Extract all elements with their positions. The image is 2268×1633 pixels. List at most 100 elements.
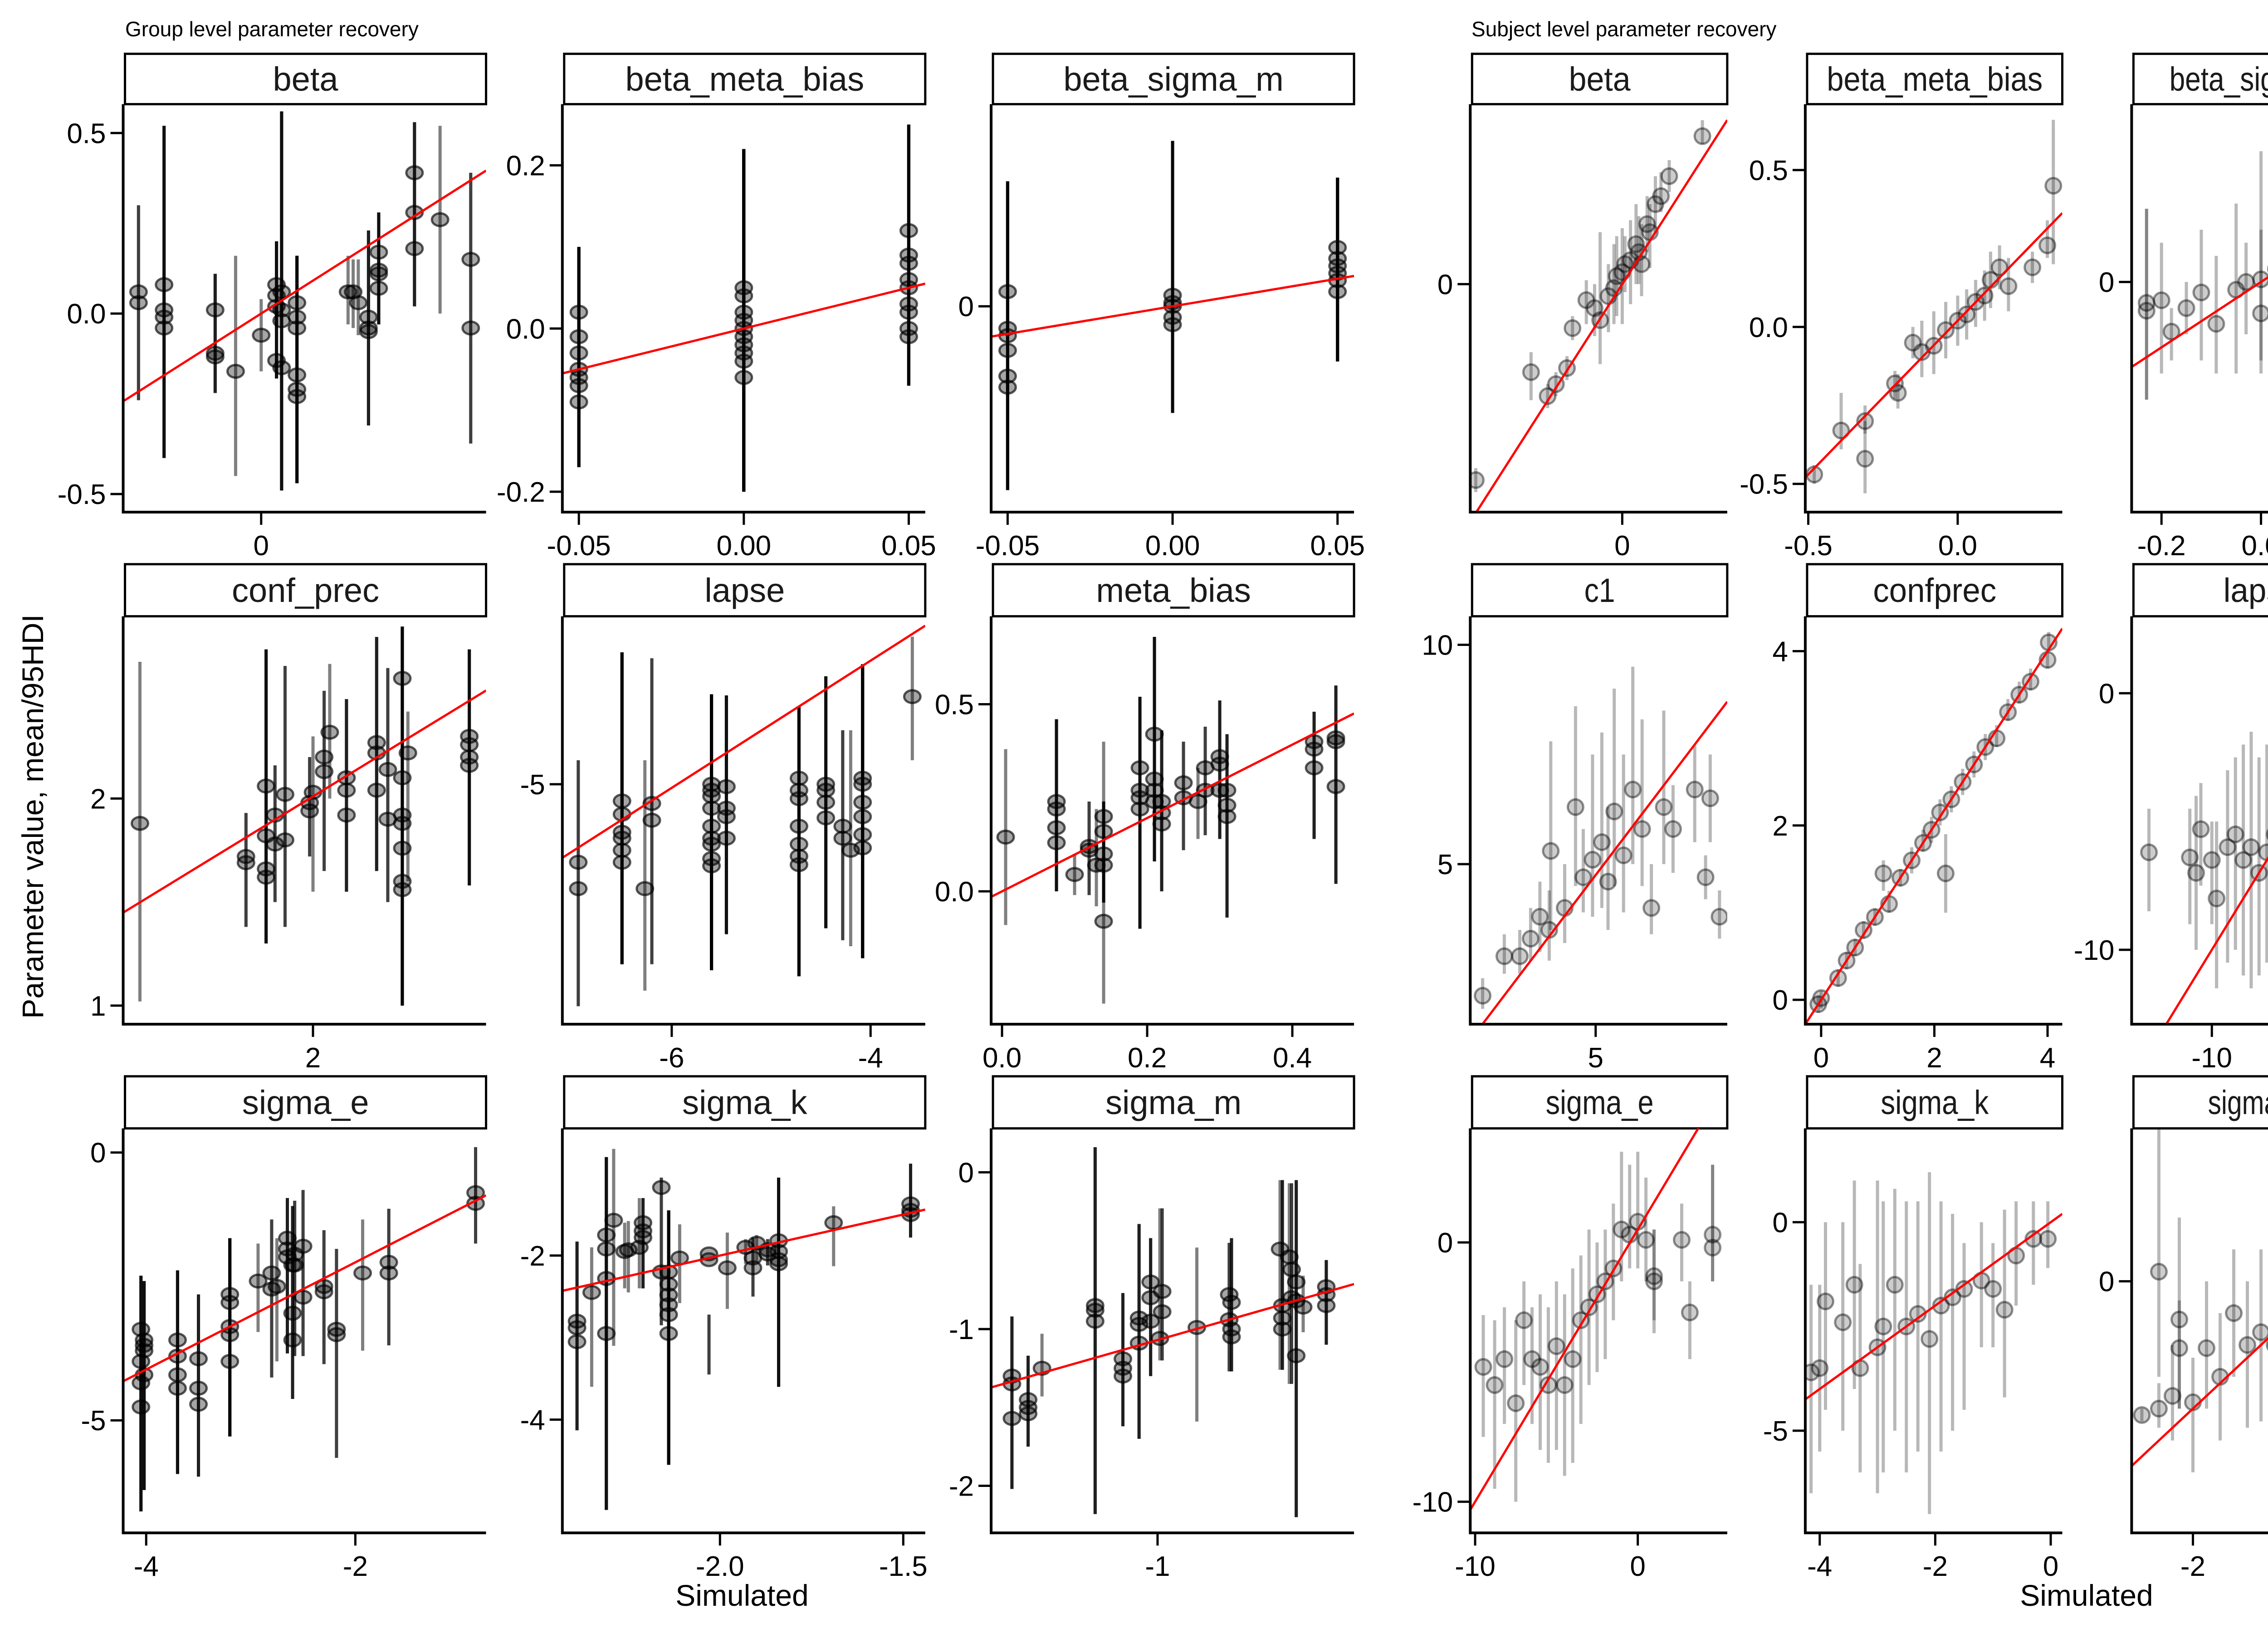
subject-sigma-e-strip bbox=[1471, 1075, 1729, 1130]
data-point bbox=[1921, 1330, 1939, 1348]
data-point bbox=[1886, 374, 1904, 392]
data-point bbox=[1605, 802, 1623, 821]
subject-confprec-strip-label: confprec bbox=[1873, 572, 1996, 609]
data-point bbox=[288, 389, 307, 404]
x-tick-label: 0.0 bbox=[982, 1042, 1022, 1074]
data-point bbox=[853, 840, 872, 856]
data-point bbox=[2252, 1323, 2268, 1341]
subject-level-title: Subject level parameter recovery bbox=[1471, 17, 1776, 41]
subject-sigma-e-strip-label: sigma_e bbox=[1546, 1084, 1654, 1121]
data-point bbox=[1002, 1411, 1022, 1426]
group-beta-meta-bias-panel: beta_meta_bias -0.05 0.00 0.05 -0.2 0.0 0.2 bbox=[497, 53, 936, 562]
data-point bbox=[1019, 1406, 1038, 1422]
x-tick-label: 0 bbox=[2043, 1551, 2058, 1582]
y-tick-label: 0.0 bbox=[506, 313, 545, 345]
data-point bbox=[833, 831, 852, 846]
y-axis-title: Parameter value, mean/95HDI bbox=[16, 614, 49, 1018]
data-point bbox=[226, 364, 245, 379]
x-tick-label: 0.00 bbox=[716, 530, 771, 562]
subject-beta-strip bbox=[1471, 53, 1729, 106]
data-point bbox=[2024, 258, 2042, 276]
data-point bbox=[717, 831, 736, 846]
data-point bbox=[2162, 323, 2180, 341]
data-point bbox=[1845, 1276, 1863, 1294]
data-point bbox=[1495, 947, 1513, 965]
data-point bbox=[1704, 1226, 1722, 1244]
group-sigma-m-fit-line bbox=[991, 1283, 1354, 1389]
group-meta-bias-marks bbox=[991, 636, 1354, 1004]
group-beta-sigma-m-marks bbox=[991, 141, 1354, 490]
group-sigma-k-panel: sigma_k -2.0 -1.5 -4 -2 bbox=[520, 1075, 928, 1582]
data-point bbox=[393, 882, 412, 897]
subject-sigma-m-fit-line bbox=[2131, 1337, 2268, 1467]
data-point bbox=[569, 394, 588, 410]
data-point bbox=[1613, 1220, 1631, 1238]
data-point bbox=[2150, 1263, 2168, 1281]
y-tick-label: 0 bbox=[1437, 269, 1453, 300]
subject-confprec-marks bbox=[1805, 628, 2063, 1024]
y-tick-label: -5 bbox=[81, 1405, 106, 1437]
data-point bbox=[1999, 277, 2018, 295]
x-tick-label: -4 bbox=[134, 1551, 159, 1582]
group-sigma-e-strip bbox=[124, 1075, 488, 1130]
subject-sigma-k-marks bbox=[1805, 1172, 2063, 1514]
data-point bbox=[1704, 1238, 1722, 1257]
data-point bbox=[1681, 1303, 1699, 1321]
data-point bbox=[1564, 1350, 1582, 1368]
data-point bbox=[1130, 802, 1149, 817]
data-point bbox=[1531, 1358, 1549, 1376]
data-point bbox=[129, 295, 148, 310]
data-point bbox=[1287, 1348, 1306, 1364]
data-point bbox=[265, 836, 284, 852]
data-point bbox=[2208, 890, 2226, 908]
data-point bbox=[743, 1260, 763, 1276]
data-point bbox=[275, 832, 294, 848]
x-tick-label: -0.05 bbox=[976, 530, 1040, 562]
data-point bbox=[899, 329, 918, 344]
data-point bbox=[1317, 1298, 1336, 1313]
data-point bbox=[1474, 1358, 1492, 1376]
data-point bbox=[1305, 760, 1324, 776]
data-point bbox=[1829, 969, 1847, 987]
y-tick-label: 0 bbox=[2099, 267, 2114, 298]
y-tick-label: 0 bbox=[90, 1138, 106, 1169]
data-point bbox=[1889, 384, 1907, 402]
subject-beta-meta-bias-panel: beta_meta_bias -0.5 0.0 -0.5 0.0 0.5 bbox=[1740, 53, 2063, 562]
data-point bbox=[2192, 284, 2210, 302]
data-point bbox=[816, 810, 836, 826]
subject-beta-meta-bias-fit-line bbox=[1805, 212, 2063, 479]
data-point bbox=[2163, 1387, 2181, 1405]
data-point bbox=[2133, 1406, 2151, 1424]
subject-sigma-e-panel: sigma_e -10 0 -10 0 bbox=[1413, 1075, 1729, 1582]
x-tick-label: 2 bbox=[1926, 1042, 1942, 1074]
data-point bbox=[630, 1240, 649, 1255]
data-point bbox=[1990, 258, 2009, 276]
data-point bbox=[1904, 333, 1922, 352]
data-point bbox=[1886, 1276, 1904, 1294]
data-point bbox=[1542, 842, 1560, 860]
y-tick-label: 10 bbox=[1422, 630, 1453, 661]
data-point bbox=[349, 295, 368, 310]
y-tick-label: 0 bbox=[1772, 985, 1788, 1016]
y-tick-label: 0.5 bbox=[1749, 155, 1788, 186]
subject-sigma-m-marks bbox=[2131, 1128, 2268, 1472]
subject-lapse-strip-label: lapse bbox=[2224, 572, 2268, 609]
data-point bbox=[236, 855, 255, 870]
group-sigma-e-fit-line bbox=[123, 1194, 486, 1383]
group-beta-panel: beta 0 -0.5 0.0 0.5 bbox=[58, 53, 488, 562]
subject-beta-marks bbox=[1470, 119, 1727, 512]
data-point bbox=[1585, 299, 1603, 317]
subject-beta-sigma-m-marks bbox=[2131, 151, 2268, 400]
data-point bbox=[1701, 789, 1719, 807]
data-point bbox=[327, 1327, 346, 1342]
group-lapse-marks bbox=[562, 625, 925, 1007]
data-point bbox=[1633, 820, 1651, 838]
data-point bbox=[314, 1284, 333, 1300]
subject-lapse-panel: lapse-100-100 bbox=[2074, 563, 2268, 1074]
data-point bbox=[1664, 820, 1682, 838]
subject-sigma-e-fit-line bbox=[1470, 1128, 1700, 1511]
data-point bbox=[1937, 321, 1955, 339]
y-tick-label: -10 bbox=[2074, 935, 2115, 966]
subject-beta-meta-bias-marks bbox=[1805, 120, 2063, 494]
group-sigma-m-marks bbox=[991, 1147, 1354, 1517]
